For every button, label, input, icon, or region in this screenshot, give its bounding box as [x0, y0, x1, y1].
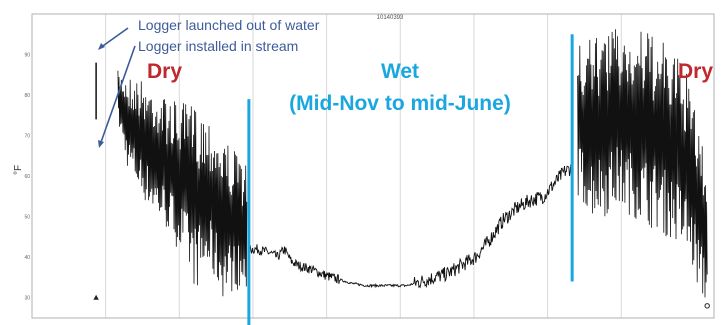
arrow-installed-head [98, 140, 104, 148]
label-dry-right: Dry [678, 60, 713, 83]
series-start-marker [93, 294, 99, 300]
y-tick-label-0: 90 [24, 53, 30, 59]
y-tick-label-1: 80 [24, 93, 30, 99]
series-end-marker [704, 303, 710, 309]
marker-layer [247, 34, 574, 325]
chart-title: 10140393 [377, 15, 404, 21]
frame-layer [31, 13, 715, 319]
series-dry-early [117, 70, 248, 297]
series-dry-late [577, 29, 708, 298]
y-axis-label: °F [13, 165, 24, 175]
tick-layer: 90 80 70 60 50 40 30 [24, 53, 30, 302]
annotation-installed: Logger installed in stream [138, 38, 298, 54]
data-layer [93, 29, 710, 309]
y-tick-label-2: 70 [24, 134, 30, 140]
arrow-launched [99, 27, 129, 49]
plot-frame [31, 13, 715, 319]
label-wet: Wet [381, 60, 419, 83]
series-wet [248, 164, 572, 289]
arrow-installed [99, 45, 136, 146]
y-tick-label-5: 40 [24, 255, 30, 261]
label-dry-left: Dry [147, 60, 182, 83]
annotation-launched: Logger launched out of water [138, 17, 320, 33]
y-tick-label-6: 30 [24, 296, 30, 302]
label-wet-range: (Mid-Nov to mid-June) [289, 92, 511, 115]
y-tick-label-4: 50 [24, 215, 30, 221]
arrow-launched-head [98, 43, 105, 50]
annotation-arrows [98, 27, 136, 148]
y-tick-label-3: 60 [24, 174, 30, 180]
